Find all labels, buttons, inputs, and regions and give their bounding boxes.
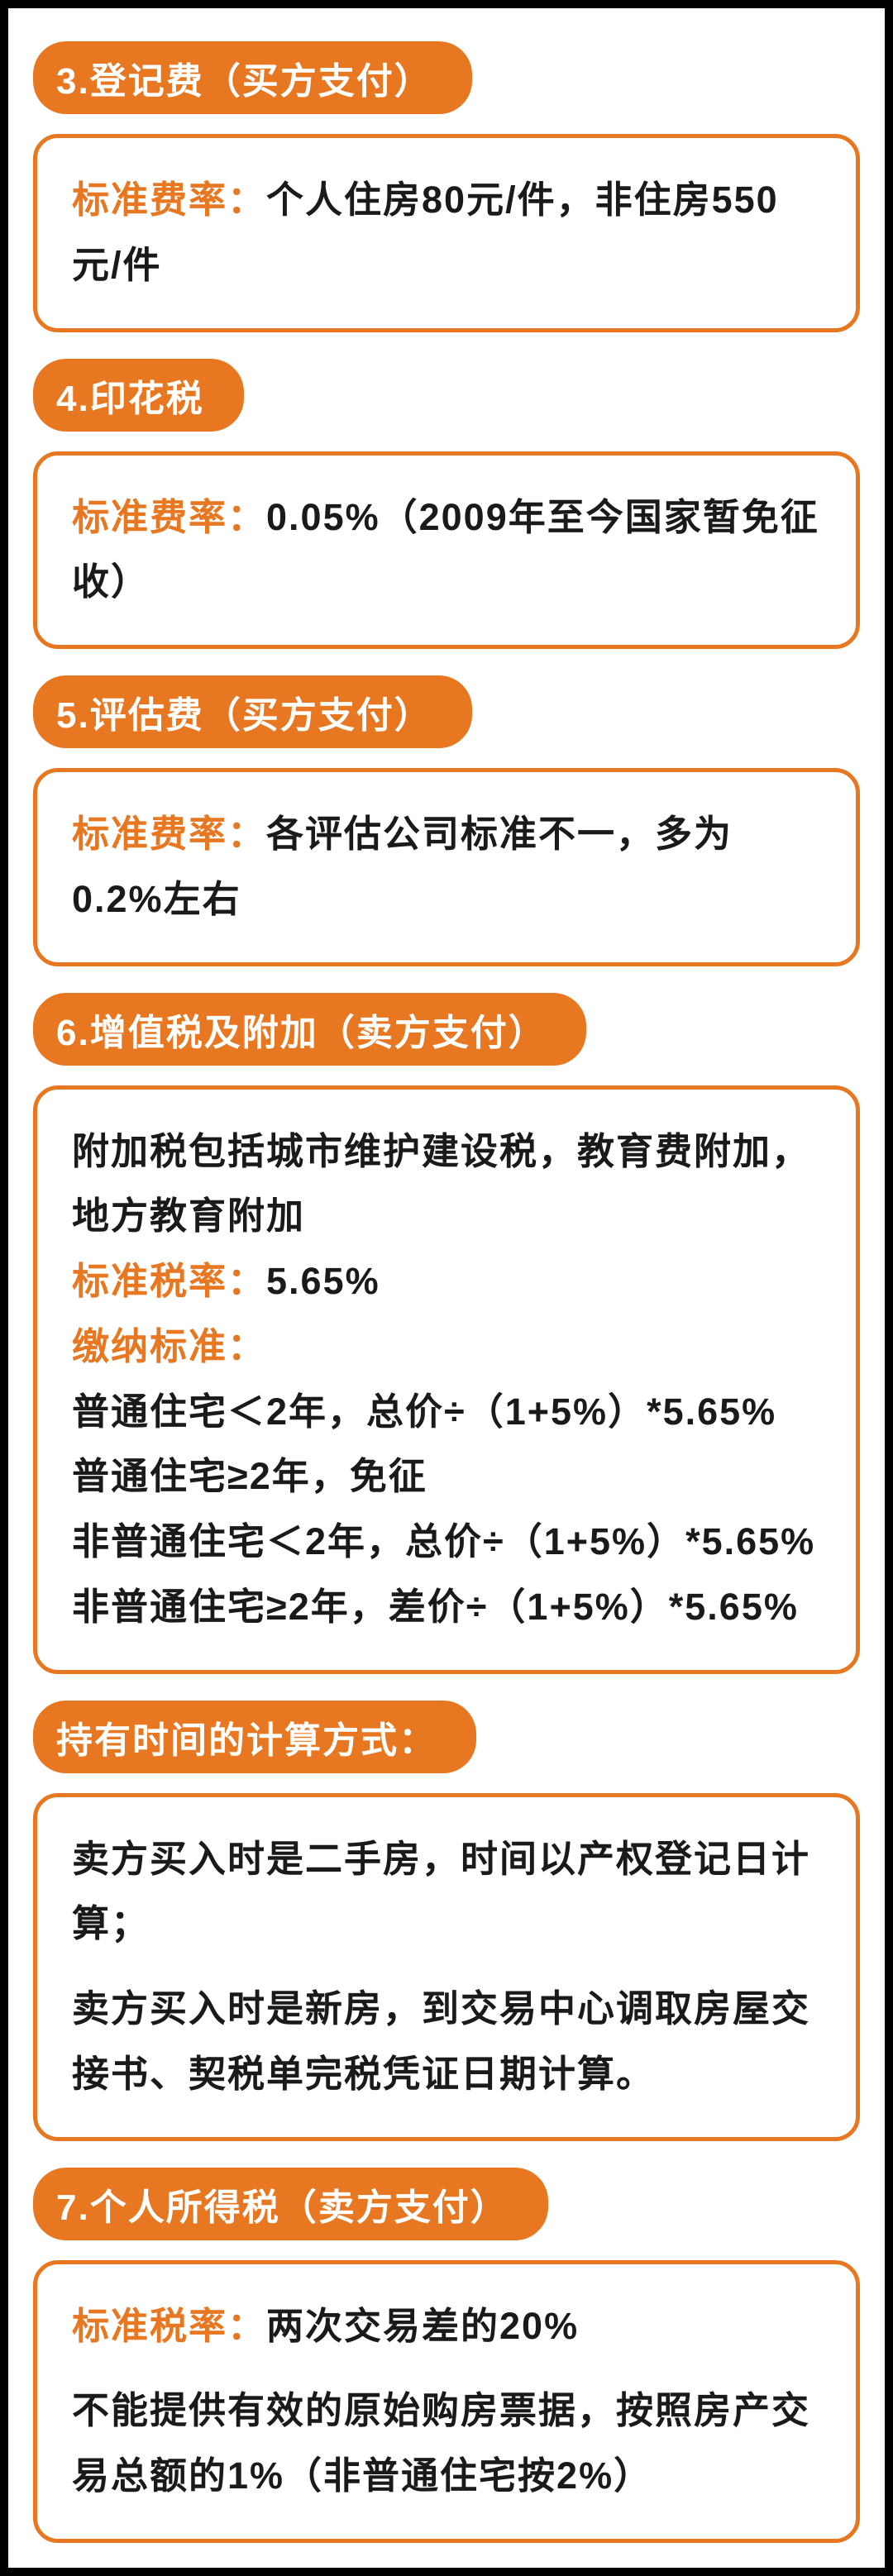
content-box-4: 标准费率：0.05%（2009年至今国家暂免征收） [33, 451, 860, 650]
rule-line: 非普通住宅≥2年，差价÷（1+5%）*5.65% [72, 1575, 821, 1640]
content-box-7: 标准税率：两次交易差的20% 不能提供有效的原始购房票据，按照房产交易总额的1%… [33, 2260, 860, 2543]
rule-line: 普通住宅≥2年，免征 [72, 1444, 821, 1510]
content-box-5: 标准费率：各评估公司标准不一，多为0.2%左右 [33, 768, 860, 966]
rate-label: 标准税率： [72, 2305, 266, 2347]
paragraph: 卖方买入时是二手房，时间以产权登记日计算； [72, 1827, 821, 1958]
paragraph: 不能提供有效的原始购房票据，按照房产交易总额的1%（非普通住宅按2%） [72, 2378, 821, 2509]
page-container: 3.登记费（买方支付） 标准费率：个人住房80元/件，非住房550元/件 4.印… [0, 0, 893, 2576]
rate-label: 标准税率： [72, 1260, 266, 1302]
content-box-3: 标准费率：个人住房80元/件，非住房550元/件 [33, 134, 860, 332]
std-label: 缴纳标准： [72, 1314, 821, 1380]
content-box-holdtime: 卖方买入时是二手房，时间以产权登记日计算； 卖方买入时是新房，到交易中心调取房屋… [33, 1793, 860, 2141]
rate-label: 标准费率： [72, 813, 266, 855]
section-header-5: 5.评估费（买方支付） [33, 675, 472, 748]
rate-text: 5.65% [266, 1260, 380, 1302]
rule-line: 非普通住宅＜2年，总价÷（1+5%）*5.65% [72, 1510, 821, 1575]
content-box-6: 附加税包括城市维护建设税，教育费附加，地方教育附加 标准税率：5.65% 缴纳标… [33, 1085, 860, 1674]
rule-line: 普通住宅＜2年，总价÷（1+5%）*5.65% [72, 1380, 821, 1445]
section-header-6: 6.增值税及附加（卖方支付） [33, 993, 586, 1066]
section-header-3: 3.登记费（买方支付） [33, 41, 472, 114]
rate-label: 标准费率： [72, 496, 266, 538]
paragraph: 卖方买入时是新房，到交易中心调取房屋交接书、契税单完税凭证日期计算。 [72, 1977, 821, 2107]
rate-label: 标准费率： [72, 179, 266, 221]
rate-text: 两次交易差的20% [266, 2305, 579, 2347]
intro-line: 附加税包括城市维护建设税，教育费附加，地方教育附加 [72, 1119, 821, 1250]
section-header-4: 4.印花税 [33, 359, 244, 432]
section-header-holdtime: 持有时间的计算方式： [33, 1701, 476, 1773]
section-header-7: 7.个人所得税（卖方支付） [33, 2168, 548, 2240]
